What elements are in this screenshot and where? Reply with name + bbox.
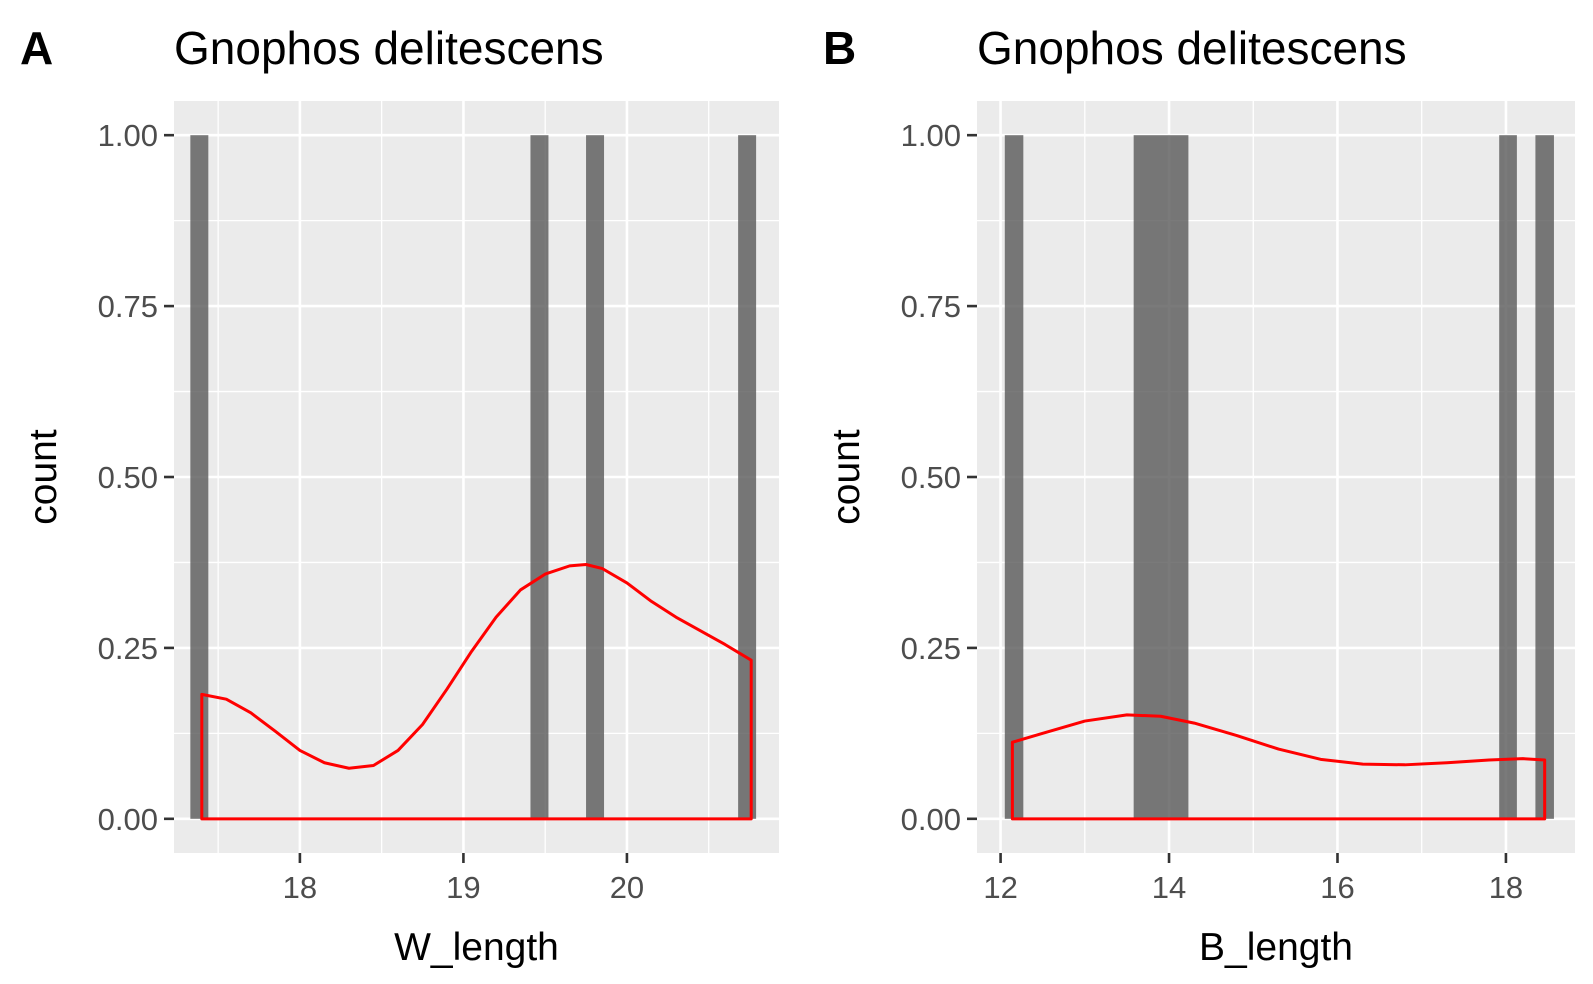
y-axis-title: count [22, 429, 65, 525]
x-tick-label: 16 [1320, 870, 1354, 905]
histogram-bar [1499, 135, 1517, 819]
histogram-bar [530, 135, 549, 819]
panel-tag: A [20, 22, 53, 74]
x-tick-label: 19 [446, 870, 480, 905]
y-tick-label: 0.50 [98, 460, 158, 495]
y-axis-ticks: 0.00 0.25 0.50 0.75 1.00 [98, 118, 174, 837]
chart-title: Gnophos delitescens [174, 22, 604, 74]
x-axis-ticks: 12 14 16 18 [983, 853, 1523, 905]
histogram-bar [1004, 135, 1024, 819]
x-tick-label: 12 [983, 870, 1017, 905]
y-tick-label: 0.75 [901, 289, 961, 324]
x-tick-label: 14 [1152, 870, 1186, 905]
histogram-bar [586, 135, 605, 819]
x-tick-label: 20 [610, 870, 644, 905]
y-tick-label: 0.00 [901, 802, 961, 837]
histogram-bar [1133, 135, 1189, 819]
x-axis-title: W_length [394, 926, 559, 969]
y-tick-label: 0.25 [98, 631, 158, 666]
x-axis-title: B_length [1199, 926, 1353, 969]
x-tick-label: 18 [283, 870, 317, 905]
x-tick-label: 18 [1489, 870, 1523, 905]
y-tick-label: 0.50 [901, 460, 961, 495]
panel-tag: B [823, 22, 856, 74]
density-outline [1010, 713, 1547, 821]
panel-a: A Gnophos delitescens 0.00 0.25 0.50 0.75 1.… [20, 22, 779, 969]
x-axis-ticks: 18 19 20 [283, 853, 644, 905]
chart-title: Gnophos delitescens [977, 22, 1407, 74]
panel-b: B Gnophos delitescens 0.00 0.25 0.50 0.75 1.… [823, 22, 1575, 969]
histogram-bar [738, 135, 757, 819]
y-axis-title: count [825, 429, 868, 525]
y-axis-ticks: 0.00 0.25 0.50 0.75 1.00 [901, 118, 977, 837]
y-tick-label: 0.00 [98, 802, 158, 837]
y-tick-label: 0.75 [98, 289, 158, 324]
y-tick-label: 1.00 [98, 118, 158, 153]
y-tick-label: 1.00 [901, 118, 961, 153]
y-tick-label: 0.25 [901, 631, 961, 666]
histogram-bar [190, 135, 209, 819]
histogram-bar [1535, 135, 1554, 819]
histogram-bars [1004, 135, 1554, 819]
density-outline [200, 563, 753, 821]
histogram-bars [190, 135, 757, 819]
